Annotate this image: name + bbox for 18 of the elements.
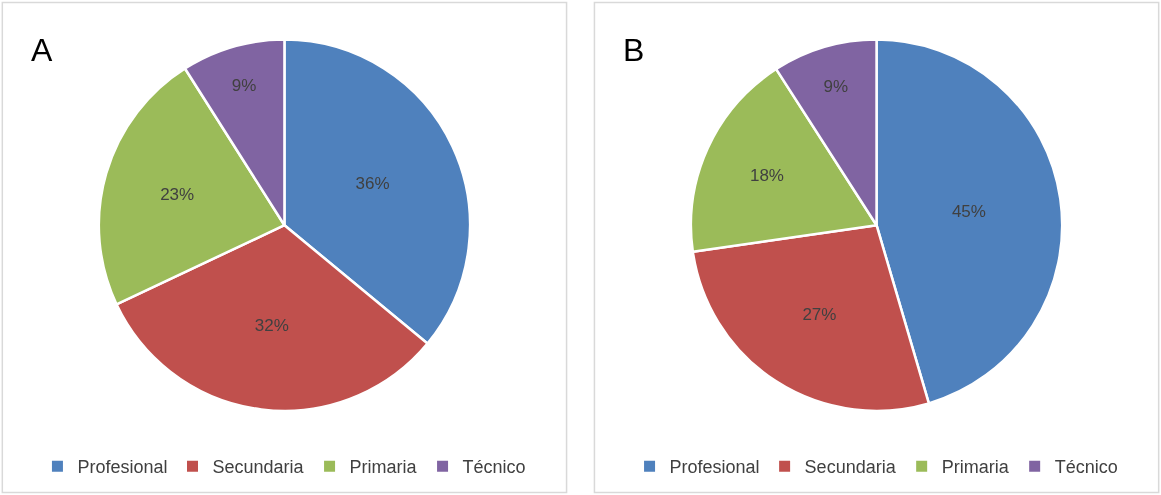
data-label: 36% [355, 174, 390, 194]
legend-label: Secundaria [804, 457, 897, 478]
legend-label: Secundaria [212, 457, 305, 478]
data-label: 18% [749, 165, 784, 185]
data-label: 32% [254, 315, 289, 335]
data-label: 23% [160, 184, 195, 204]
chart-title: B [623, 32, 645, 68]
legend-label: Profesional [77, 457, 168, 478]
chart-title: A [31, 32, 53, 68]
data-label: 27% [802, 304, 837, 324]
legend-label: Primaria [349, 457, 418, 478]
legend-label: Primaria [941, 457, 1010, 478]
data-label: 45% [951, 202, 986, 222]
data-label: 9% [231, 76, 257, 96]
legend-label: Técnico [1054, 457, 1118, 478]
legend-label: Técnico [462, 457, 526, 478]
data-label: 9% [823, 76, 849, 96]
legend-label: Profesional [669, 457, 760, 478]
